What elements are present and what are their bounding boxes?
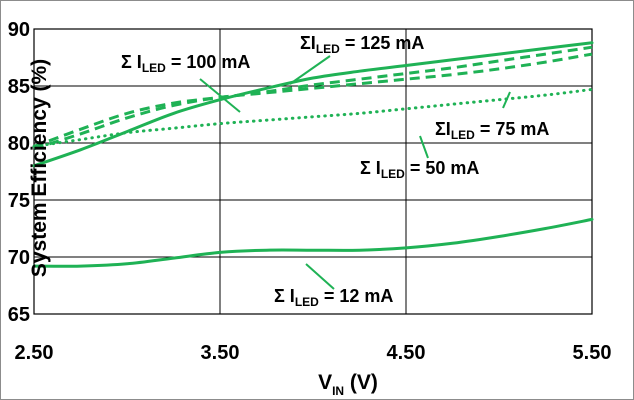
x-tick-label: 4.50 bbox=[387, 342, 426, 364]
x-axis-title-unit: (V) bbox=[344, 371, 378, 394]
annotation-125ma: ΣILED = 125 mA bbox=[300, 33, 424, 56]
leader-12ma bbox=[305, 263, 335, 290]
x-axis-title: VIN (V) bbox=[318, 371, 378, 398]
series-line-0 bbox=[32, 217, 594, 268]
leader-50ma bbox=[419, 135, 429, 159]
annotation-12ma: Σ ILED = 12 mA bbox=[274, 286, 393, 309]
x-tick-label: 2.50 bbox=[15, 342, 54, 364]
annotation-125ma-main: ΣI bbox=[300, 33, 316, 53]
leader-100ma bbox=[199, 78, 241, 113]
annotation-12ma-tail: = 12 mA bbox=[319, 286, 394, 306]
y-axis-title: System Efficiency (%) bbox=[28, 59, 51, 277]
annotation-75ma-tail: = 75 mA bbox=[475, 119, 550, 139]
annotation-50ma-sub: LED bbox=[381, 167, 405, 181]
y-tick-label: 75 bbox=[8, 190, 30, 212]
x-tick-label: 5.50 bbox=[573, 342, 612, 364]
annotation-75ma-main: ΣI bbox=[435, 119, 451, 139]
x-tick-labels: 2.50 3.50 4.50 5.50 bbox=[15, 342, 612, 364]
annotation-125ma-sub: LED bbox=[316, 42, 340, 56]
annotation-75ma-sub: LED bbox=[451, 128, 475, 142]
x-axis-title-sub: IN bbox=[332, 384, 344, 398]
annotation-50ma-main: Σ I bbox=[360, 158, 381, 178]
y-tick-label: 80 bbox=[8, 133, 30, 155]
series-lines bbox=[32, 41, 594, 268]
annotation-100ma-main: Σ I bbox=[121, 52, 142, 72]
leader-125ma bbox=[289, 55, 331, 85]
y-tick-label: 85 bbox=[8, 76, 30, 98]
leader-75ma bbox=[502, 91, 511, 109]
x-axis-title-main: V bbox=[318, 371, 332, 394]
annotation-125ma-tail: = 125 mA bbox=[340, 33, 425, 53]
series-line-3 bbox=[33, 45, 593, 148]
annotation-100ma-tail: = 100 mA bbox=[166, 52, 251, 72]
annotation-50ma-tail: = 50 mA bbox=[405, 158, 480, 178]
annotation-50ma: Σ ILED = 50 mA bbox=[360, 158, 479, 181]
y-tick-labels: 65 70 75 80 85 90 bbox=[8, 19, 30, 326]
x-tick-label: 3.50 bbox=[201, 342, 240, 364]
annotation-12ma-main: Σ I bbox=[274, 286, 295, 306]
y-tick-label: 70 bbox=[8, 247, 30, 269]
y-tick-label: 90 bbox=[8, 19, 30, 41]
y-tick-label: 65 bbox=[8, 304, 30, 326]
annotation-100ma-sub: LED bbox=[142, 61, 166, 75]
annotation-12ma-sub: LED bbox=[295, 295, 319, 309]
annotation-75ma: ΣILED = 75 mA bbox=[435, 119, 549, 142]
series-line-1 bbox=[32, 87, 594, 148]
annotation-leaders bbox=[199, 55, 511, 290]
series-line-2 bbox=[33, 52, 593, 151]
annotation-100ma: Σ ILED = 100 mA bbox=[121, 52, 250, 75]
series-line-4 bbox=[32, 41, 594, 168]
